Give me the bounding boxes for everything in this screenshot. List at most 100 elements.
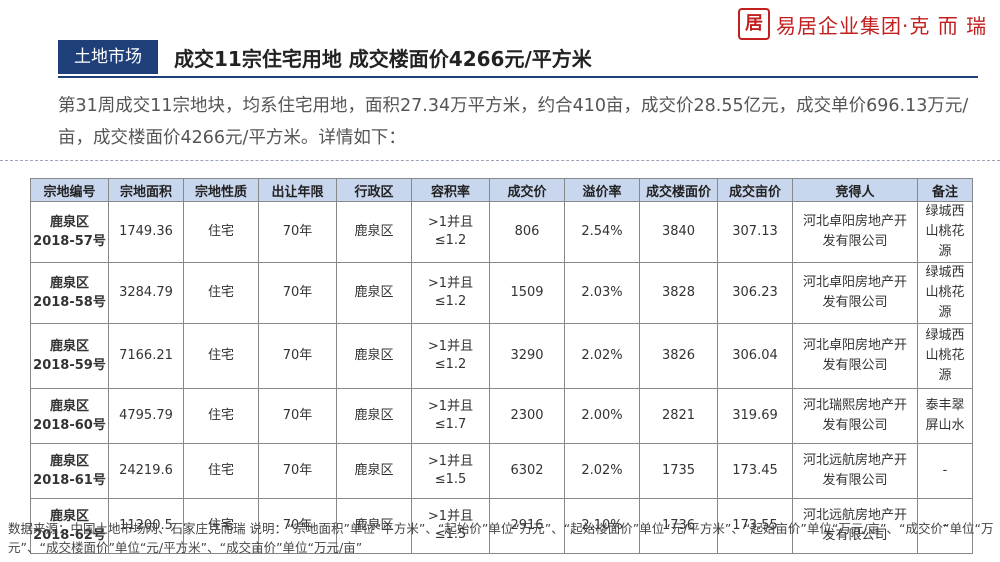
premium-cell: 2.00% xyxy=(564,388,640,444)
col-header: 宗地编号 xyxy=(30,178,109,202)
term-cell: 70年 xyxy=(258,498,337,554)
col-header: 备注 xyxy=(917,178,973,202)
col-header: 出让年限 xyxy=(258,178,337,202)
brand-name: 易居企业集团·克 而 瑞 xyxy=(776,13,988,38)
district-cell: 鹿泉区 xyxy=(336,388,412,444)
plot-id-cell: 鹿泉区 2018-62号 xyxy=(30,498,109,554)
plot-number: 2018-60号 xyxy=(33,418,106,433)
district-cell: 鹿泉区 xyxy=(336,443,412,499)
col-header: 竞得人 xyxy=(792,178,918,202)
premium-cell: 2.02% xyxy=(564,443,640,499)
plot-number: 2018-58号 xyxy=(33,295,106,310)
land-deals-table: 宗地编号 宗地面积 宗地性质 出让年限 行政区 容积率 成交价 溢价率 成交楼面… xyxy=(30,178,973,554)
section-tag: 土地市场 xyxy=(58,40,158,74)
mu-price-cell: 306.04 xyxy=(717,323,793,389)
price-cell: 806 xyxy=(489,201,565,263)
district-cell: 鹿泉区 xyxy=(336,201,412,263)
col-header: 溢价率 xyxy=(564,178,640,202)
mu-price-cell: 173.55 xyxy=(717,498,793,554)
plot-district: 鹿泉区 xyxy=(49,399,89,414)
table-row: 鹿泉区 2018-58号 3284.79 住宅 70年 鹿泉区 >1并且≤1.2 … xyxy=(30,262,973,324)
premium-cell: 2.02% xyxy=(564,323,640,389)
logo-icon: 居 xyxy=(738,8,770,40)
type-cell: 住宅 xyxy=(183,323,259,389)
term-cell: 70年 xyxy=(258,323,337,389)
area-cell: 4795.79 xyxy=(108,388,184,444)
type-cell: 住宅 xyxy=(183,443,259,499)
district-cell: 鹿泉区 xyxy=(336,323,412,389)
note-cell: 泰丰翠屏山水 xyxy=(917,388,973,444)
brand-logo: 居 易居企业集团·克 而 瑞 xyxy=(738,8,987,40)
plot-id-cell: 鹿泉区 2018-61号 xyxy=(30,443,109,499)
plot-id-cell: 鹿泉区 2018-57号 xyxy=(30,201,109,263)
mu-price-cell: 306.23 xyxy=(717,262,793,324)
type-cell: 住宅 xyxy=(183,498,259,554)
area-cell: 1749.36 xyxy=(108,201,184,263)
area-cell: 7166.21 xyxy=(108,323,184,389)
plot-number: 2018-57号 xyxy=(33,234,106,249)
far-cell: >1并且≤1.5 xyxy=(411,443,490,499)
note-cell: 绿城西山桃花源 xyxy=(917,201,973,263)
dashed-divider xyxy=(0,160,1000,161)
type-cell: 住宅 xyxy=(183,262,259,324)
premium-cell: 2.03% xyxy=(564,262,640,324)
price-cell: 1509 xyxy=(489,262,565,324)
price-cell: 2300 xyxy=(489,388,565,444)
note-cell: 绿城西山桃花源 xyxy=(917,262,973,324)
plot-number: 2018-59号 xyxy=(33,358,106,373)
floor-price-cell: 1736 xyxy=(639,498,718,554)
plot-district: 鹿泉区 xyxy=(49,215,89,230)
table-row: 鹿泉区 2018-62号 11200.5 住宅 70年 鹿泉区 >1并且≤1.5 … xyxy=(30,498,973,554)
winner-cell: 河北远航房地产开发有限公司 xyxy=(792,498,918,554)
mu-price-cell: 307.13 xyxy=(717,201,793,263)
col-header: 容积率 xyxy=(411,178,490,202)
section-header: 土地市场 成交11宗住宅用地 成交楼面价4266元/平方米 xyxy=(58,40,592,74)
plot-district: 鹿泉区 xyxy=(49,454,89,469)
winner-cell: 河北瑞熙房地产开发有限公司 xyxy=(792,388,918,444)
col-header: 成交楼面价 xyxy=(639,178,718,202)
winner-cell: 河北远航房地产开发有限公司 xyxy=(792,443,918,499)
term-cell: 70年 xyxy=(258,201,337,263)
floor-price-cell: 2821 xyxy=(639,388,718,444)
winner-cell: 河北卓阳房地产开发有限公司 xyxy=(792,323,918,389)
term-cell: 70年 xyxy=(258,262,337,324)
district-cell: 鹿泉区 xyxy=(336,262,412,324)
table-row: 鹿泉区 2018-57号 1749.36 住宅 70年 鹿泉区 >1并且≤1.2 … xyxy=(30,201,973,263)
area-cell: 11200.5 xyxy=(108,498,184,554)
term-cell: 70年 xyxy=(258,388,337,444)
plot-district: 鹿泉区 xyxy=(49,276,89,291)
premium-cell: 2.54% xyxy=(564,201,640,263)
table-row: 鹿泉区 2018-61号 24219.6 住宅 70年 鹿泉区 >1并且≤1.5 … xyxy=(30,443,973,499)
floor-price-cell: 3828 xyxy=(639,262,718,324)
floor-price-cell: 3826 xyxy=(639,323,718,389)
area-cell: 24219.6 xyxy=(108,443,184,499)
price-cell: 3290 xyxy=(489,323,565,389)
summary-paragraph: 第31周成交11宗地块，均系住宅用地，面积27.34万平方米，约合410亩，成交… xyxy=(58,96,969,148)
price-cell: 2916 xyxy=(489,498,565,554)
plot-number: 2018-61号 xyxy=(33,473,106,488)
floor-price-cell: 1735 xyxy=(639,443,718,499)
data-source-footnote: 数据来源：中国土地市场网、石家庄克而瑞 说明：“宗地面积”单位“平方米”、“起始… xyxy=(8,521,994,555)
col-header: 成交亩价 xyxy=(717,178,793,202)
far-cell: >1并且≤1.7 xyxy=(411,388,490,444)
note-cell: - xyxy=(917,443,973,499)
plot-number: 2018-62号 xyxy=(33,528,106,543)
far-cell: >1并且≤1.5 xyxy=(411,498,490,554)
far-cell: >1并且≤1.2 xyxy=(411,323,490,389)
term-cell: 70年 xyxy=(258,443,337,499)
area-cell: 3284.79 xyxy=(108,262,184,324)
table-header-row: 宗地编号 宗地面积 宗地性质 出让年限 行政区 容积率 成交价 溢价率 成交楼面… xyxy=(30,178,973,202)
note-cell: 绿城西山桃花源 xyxy=(917,323,973,389)
price-cell: 6302 xyxy=(489,443,565,499)
mu-price-cell: 319.69 xyxy=(717,388,793,444)
far-cell: >1并且≤1.2 xyxy=(411,262,490,324)
winner-cell: 河北卓阳房地产开发有限公司 xyxy=(792,201,918,263)
plot-id-cell: 鹿泉区 2018-59号 xyxy=(30,323,109,389)
plot-id-cell: 鹿泉区 2018-60号 xyxy=(30,388,109,444)
col-header: 成交价 xyxy=(489,178,565,202)
table-row: 鹿泉区 2018-59号 7166.21 住宅 70年 鹿泉区 >1并且≤1.2 … xyxy=(30,323,973,389)
type-cell: 住宅 xyxy=(183,388,259,444)
winner-cell: 河北卓阳房地产开发有限公司 xyxy=(792,262,918,324)
table-row: 鹿泉区 2018-60号 4795.79 住宅 70年 鹿泉区 >1并且≤1.7 … xyxy=(30,388,973,444)
page-title: 成交11宗住宅用地 成交楼面价4266元/平方米 xyxy=(174,46,592,71)
